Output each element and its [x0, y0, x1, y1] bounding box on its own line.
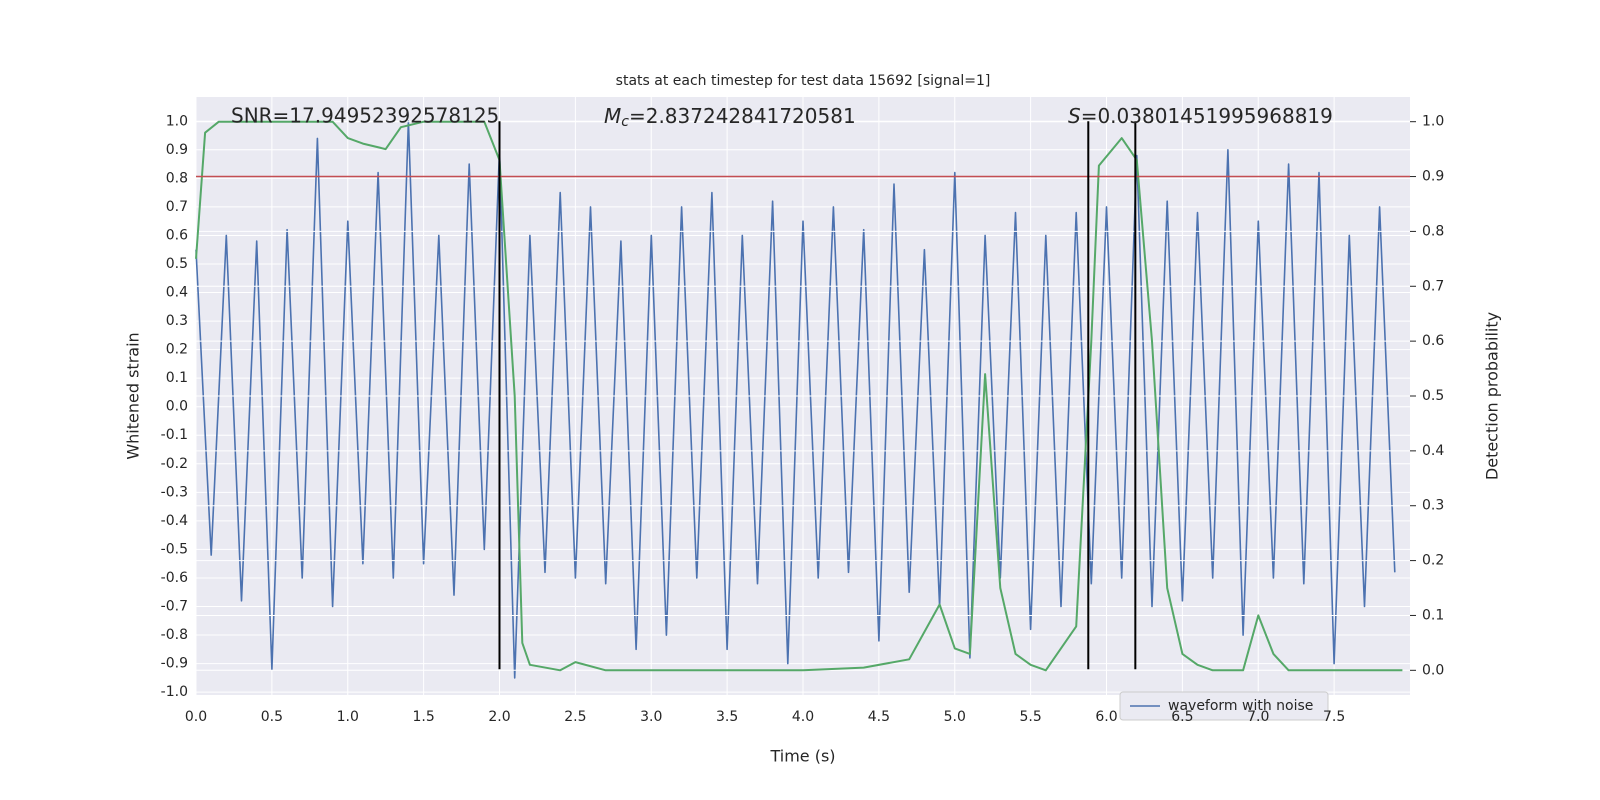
x-tick-label: 0.0 — [185, 709, 207, 725]
data-line — [195, 120, 1396, 679]
y2-tick-label: 0.2 — [1422, 553, 1444, 569]
y-tick-label: -0.3 — [161, 484, 188, 500]
x-tick-label: 6.5 — [1171, 709, 1193, 725]
x-tick-label: 5.5 — [1019, 709, 1041, 725]
annotation: Mc=2.837242841720581 — [604, 104, 856, 131]
x-tick-label: 7.5 — [1323, 709, 1345, 725]
y2-tick-label: 0.1 — [1422, 607, 1444, 623]
y-tick-label: 0.4 — [166, 285, 188, 301]
y-tick-label: 0.3 — [166, 313, 188, 329]
y-tick-label: -0.4 — [161, 513, 188, 529]
y-tick-label: -0.5 — [161, 541, 188, 557]
overlay — [195, 120, 1410, 672]
y2-tick-label: 0.3 — [1422, 498, 1444, 514]
x-tick-label: 5.0 — [944, 709, 966, 725]
y-tick-label: 0.5 — [166, 256, 188, 272]
y-tick-label: 0.9 — [166, 142, 188, 158]
y2-tick-label: 0.5 — [1422, 388, 1444, 404]
x-tick-label: 4.5 — [868, 709, 890, 725]
x-tick-label: 4.0 — [792, 709, 814, 725]
y-tick-label: -0.7 — [161, 599, 188, 615]
y2-tick-label: 0.6 — [1422, 333, 1444, 349]
legend-box — [1119, 691, 1329, 721]
y-tick-label: 0.1 — [166, 370, 188, 386]
x-tick-label: 1.0 — [337, 709, 359, 725]
y2-tick-label: 1.0 — [1422, 114, 1444, 130]
chart-title: stats at each timestep for test data 156… — [616, 73, 991, 89]
y-tick-label: 0.8 — [166, 170, 188, 186]
annotation-value: =0.03801451995968819 — [1081, 104, 1333, 128]
data-line — [195, 120, 1403, 672]
annotation-value: =2.837242841720581 — [629, 104, 856, 128]
annotation: SNR=17.94952392578125 — [231, 104, 499, 128]
y2-tick-label: 0.8 — [1422, 223, 1444, 239]
annotation-symbol: S — [1068, 104, 1081, 128]
x-tick-label: 1.5 — [412, 709, 434, 725]
marks — [195, 120, 1396, 679]
y2-tick-label: 0.4 — [1422, 443, 1444, 459]
x-tick-label: 6.0 — [1095, 709, 1117, 725]
y2-axis-label: Detection probability — [1483, 312, 1502, 480]
x-tick-label: 2.0 — [488, 709, 510, 725]
x-tick-label: 3.0 — [640, 709, 662, 725]
x-tick-label: 2.5 — [564, 709, 586, 725]
x-axis-label: Time (s) — [769, 747, 835, 766]
y-tick-label: -0.8 — [161, 627, 188, 643]
y-tick-label: -1.0 — [161, 684, 188, 700]
annotation-subscript: c — [621, 114, 629, 130]
legend: waveform with noise — [1119, 691, 1329, 721]
y-tick-label: -0.9 — [161, 656, 188, 672]
y-axis-label: Whitened strain — [124, 332, 143, 459]
y2-tick-label: 0.0 — [1422, 662, 1444, 678]
y-tick-label: 0.7 — [166, 199, 188, 215]
legend-label: waveform with noise — [1168, 698, 1313, 714]
y-tick-label: 0.6 — [166, 227, 188, 243]
y-tick-label: -0.2 — [161, 456, 188, 472]
x-tick-label: 7.0 — [1247, 709, 1269, 725]
annotation: S=0.03801451995968819 — [1068, 104, 1333, 128]
y-tick-label: 0.2 — [166, 342, 188, 358]
y-tick-label: 1.0 — [166, 113, 188, 129]
y2-tick-label: 0.9 — [1422, 169, 1444, 185]
y-tick-label: -0.1 — [161, 427, 188, 443]
annotation-symbol: M — [604, 104, 621, 128]
y-tick-label: 0.0 — [166, 399, 188, 415]
y-tick-label: -0.6 — [161, 570, 188, 586]
y2-tick-label: 0.7 — [1422, 278, 1444, 294]
x-tick-label: 3.5 — [716, 709, 738, 725]
x-tick-label: 0.5 — [261, 709, 283, 725]
